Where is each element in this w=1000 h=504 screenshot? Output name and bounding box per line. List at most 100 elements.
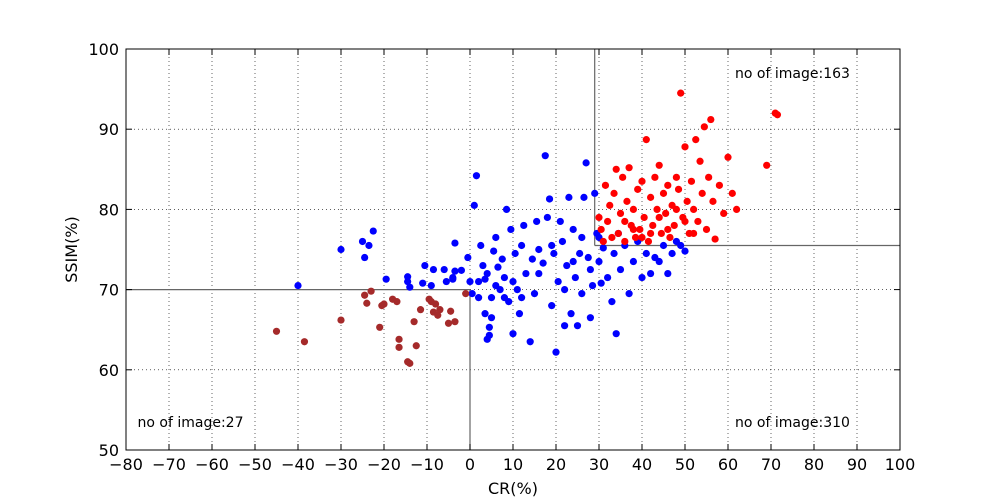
data-point (361, 253, 369, 262)
data-point (681, 143, 689, 151)
data-point (612, 330, 620, 338)
data-point (429, 265, 438, 274)
data-point (518, 241, 526, 250)
data-point (696, 157, 704, 165)
data-point (578, 290, 586, 298)
data-point (625, 290, 633, 298)
data-point (522, 269, 530, 278)
x-tick-label: 60 (718, 455, 738, 474)
data-point (464, 253, 472, 262)
data-point (674, 185, 683, 193)
data-point (638, 273, 646, 282)
data-point (604, 217, 612, 226)
data-point (563, 261, 571, 270)
data-point (395, 343, 403, 351)
y-tick-label: 50 (99, 441, 119, 460)
data-point (427, 281, 435, 290)
data-point (687, 177, 696, 185)
x-tick-label: 30 (589, 455, 609, 474)
data-point (513, 286, 521, 294)
data-point (511, 249, 519, 258)
data-point (651, 173, 659, 181)
data-point (535, 269, 543, 278)
x-axis-label: CR(%) (488, 479, 538, 498)
data-point (526, 338, 534, 346)
data-point (475, 277, 483, 286)
x-tick-label: 10 (503, 455, 523, 474)
data-point (705, 173, 713, 181)
image-count-annotation: no of image:163 (735, 66, 850, 82)
data-point (475, 294, 483, 302)
data-point (485, 331, 493, 339)
data-point (702, 225, 711, 234)
y-tick-label: 80 (99, 200, 119, 219)
data-point (709, 197, 717, 205)
data-point (520, 221, 528, 230)
data-point (561, 322, 569, 330)
x-tick-label: 70 (761, 455, 781, 474)
x-tick-label: 40 (632, 455, 652, 474)
data-point (616, 209, 625, 218)
data-point (363, 299, 371, 307)
data-point (541, 152, 549, 160)
data-points (272, 89, 782, 367)
data-point (664, 181, 672, 189)
data-point (625, 164, 633, 172)
data-point (573, 322, 582, 330)
data-point (487, 314, 496, 322)
data-point (382, 275, 390, 283)
x-tick-label: −70 (152, 455, 186, 474)
y-tick-label: 100 (88, 40, 119, 59)
data-point (672, 173, 681, 181)
data-point (530, 290, 539, 298)
data-point (591, 189, 599, 197)
data-point (509, 330, 517, 338)
data-point (711, 235, 719, 243)
data-point (649, 221, 657, 230)
data-point (500, 273, 508, 282)
data-point (595, 257, 603, 266)
data-point (337, 245, 345, 254)
data-point (599, 244, 607, 252)
axis-ticks: −80 −70 −60 −50 −40 −30 −20 −10 0 10 20 30 40 50 60 70 8… (88, 40, 915, 474)
data-point (502, 205, 511, 213)
data-point (548, 302, 556, 310)
data-point (367, 287, 375, 295)
data-point (432, 300, 440, 308)
y-axis-label: SSIM(%) (62, 216, 81, 283)
data-point (664, 225, 672, 234)
y-tick-label: 60 (99, 361, 119, 380)
data-point (369, 227, 377, 235)
data-point (597, 225, 605, 234)
data-point (548, 241, 556, 250)
data-point (638, 233, 646, 242)
data-point (528, 255, 536, 263)
data-point (773, 111, 782, 119)
data-point (558, 237, 567, 246)
data-point (466, 277, 474, 286)
x-tick-label: −40 (281, 455, 315, 474)
data-point (565, 193, 573, 201)
data-point (406, 283, 414, 291)
data-point (492, 233, 500, 242)
data-point (629, 257, 638, 266)
data-point (545, 195, 554, 203)
data-point (410, 318, 418, 326)
data-point (481, 310, 489, 318)
data-point (610, 189, 618, 197)
data-point (472, 172, 481, 180)
data-point (442, 277, 450, 286)
data-point (518, 294, 526, 302)
grid (126, 49, 900, 450)
data-point (653, 205, 661, 213)
image-count-annotation: no of image:310 (735, 415, 850, 431)
x-tick-label: 100 (885, 455, 916, 474)
data-point (715, 181, 724, 189)
data-point (621, 237, 629, 246)
data-point (681, 217, 689, 226)
x-tick-label: −80 (109, 455, 143, 474)
x-tick-label: −60 (195, 455, 229, 474)
data-point (550, 249, 558, 258)
data-point (500, 294, 508, 302)
data-point (580, 193, 588, 201)
